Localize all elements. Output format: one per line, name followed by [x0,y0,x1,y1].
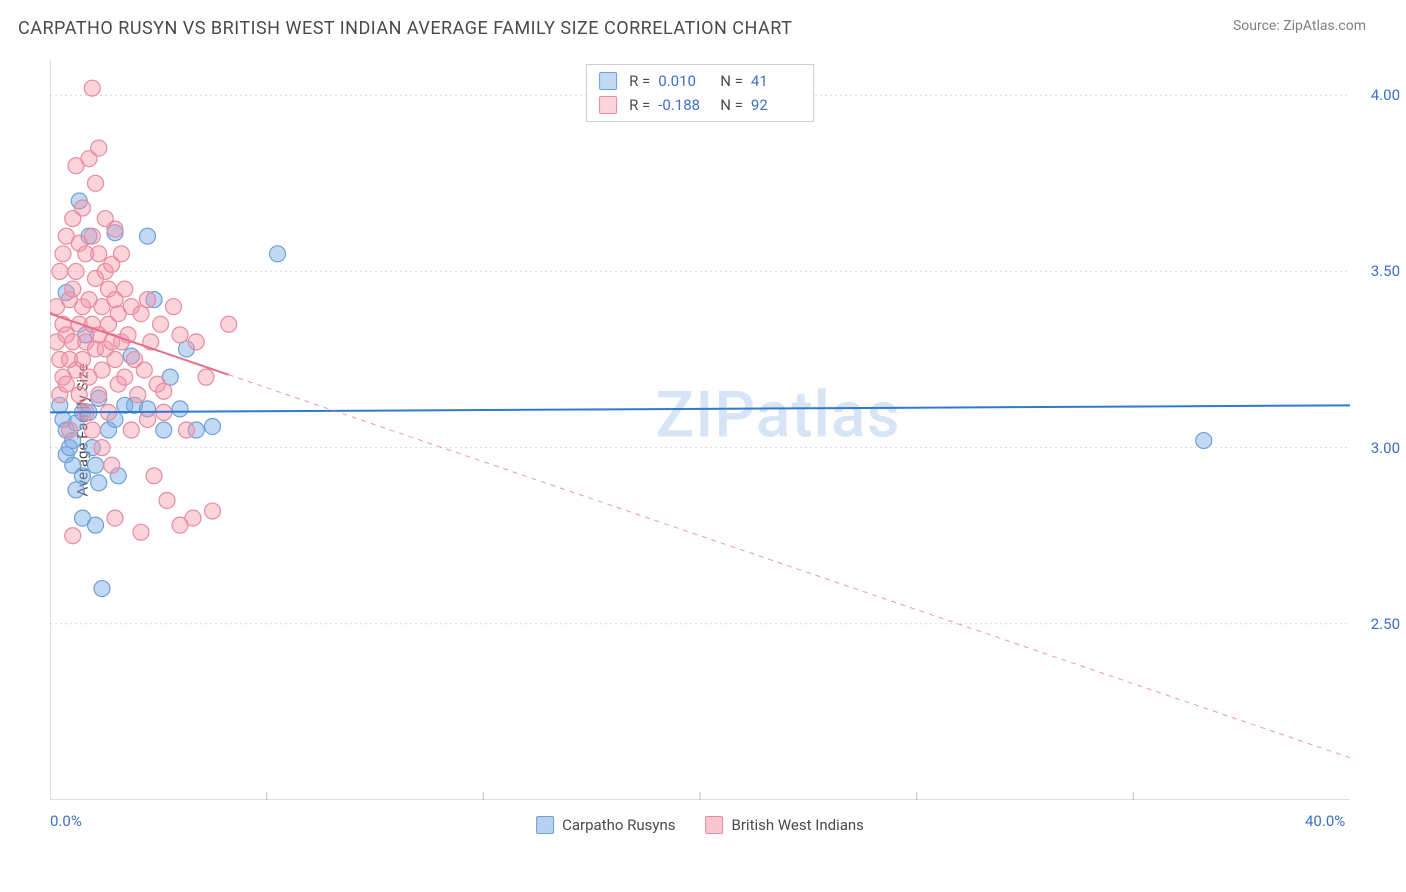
series-legend: Carpatho Rusyns British West Indians [536,816,864,834]
legend-series-label: British West Indians [732,816,864,834]
legend-series-item: British West Indians [706,816,864,834]
legend-swatch [599,96,617,114]
legend-stat-row: R = 0.010 N = 41 [599,69,801,93]
y-tick-label: 2.50 [1371,615,1400,633]
chart-area: Average Family Size ZIPatlas R = 0.010 N… [50,60,1350,800]
r-label: R = [629,93,650,117]
correlation-legend: R = 0.010 N = 41 R = -0.188 N = 92 [586,64,814,122]
y-tick-label: 4.00 [1371,86,1400,104]
chart-header: CARPATHO RUSYN VS BRITISH WEST INDIAN AV… [0,0,1406,49]
r-value: -0.188 [658,93,708,117]
n-label: N = [720,69,743,93]
n-value: 92 [751,93,801,117]
x-tick-label: 40.0% [1305,812,1345,830]
x-tick-label: 0.0% [50,812,82,830]
legend-stat-row: R = -0.188 N = 92 [599,93,801,117]
legend-swatch [599,72,617,90]
chart-title: CARPATHO RUSYN VS BRITISH WEST INDIAN AV… [18,18,792,39]
legend-series-label: Carpatho Rusyns [562,816,675,834]
y-tick-label: 3.00 [1371,439,1400,457]
r-label: R = [629,69,650,93]
legend-series-item: Carpatho Rusyns [536,816,675,834]
n-value: 41 [751,69,801,93]
y-tick-label: 3.50 [1371,262,1400,280]
r-value: 0.010 [658,69,708,93]
scatter-plot [50,60,1350,800]
chart-source: Source: ZipAtlas.com [1233,18,1366,34]
n-label: N = [720,93,743,117]
legend-swatch [706,816,724,834]
legend-swatch [536,816,554,834]
